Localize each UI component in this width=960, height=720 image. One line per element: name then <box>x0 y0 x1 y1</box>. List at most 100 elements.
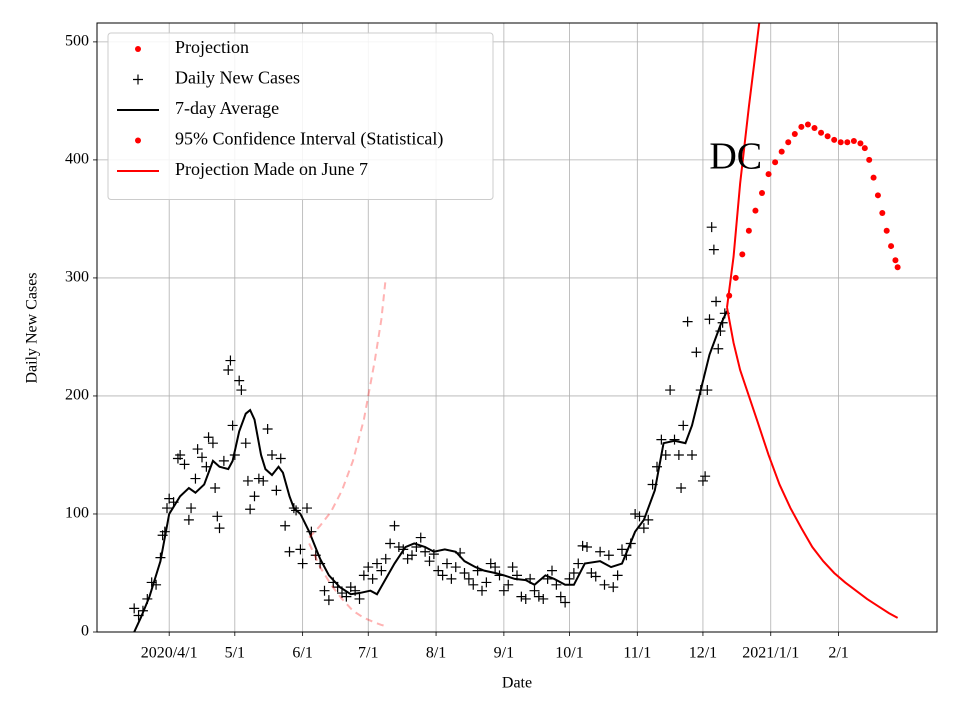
case-point <box>603 550 614 561</box>
y-tick-label: 500 <box>65 33 89 50</box>
case-point <box>214 523 225 534</box>
case-point <box>218 455 229 466</box>
case-point <box>192 444 203 455</box>
case-point <box>297 558 308 569</box>
case-point <box>223 364 234 375</box>
x-tick-label: 10/1 <box>555 645 583 662</box>
case-point <box>547 565 557 576</box>
case-point <box>341 591 352 602</box>
x-tick-label: 2020/4/1 <box>141 645 198 662</box>
case-point <box>652 461 662 472</box>
case-point <box>302 503 312 514</box>
x-tick-label: 9/1 <box>494 645 514 662</box>
case-point <box>704 314 715 325</box>
case-point <box>275 453 286 464</box>
projection-point <box>811 125 818 132</box>
case-point <box>520 593 531 604</box>
case-point <box>551 579 562 590</box>
case-point <box>599 579 610 590</box>
projection-point <box>824 133 831 140</box>
case-point <box>242 475 253 486</box>
case-point <box>380 553 391 564</box>
case-point <box>507 562 518 573</box>
case-point <box>533 591 544 602</box>
projection-point <box>866 156 873 163</box>
projection-point <box>772 159 779 166</box>
case-point <box>280 520 291 531</box>
projection-point <box>883 227 890 234</box>
case-point <box>595 546 606 557</box>
case-point <box>319 585 330 596</box>
projection-point <box>739 251 746 258</box>
case-point <box>271 485 282 496</box>
case-point <box>630 508 641 519</box>
case-point <box>424 556 435 567</box>
case-point <box>638 523 649 534</box>
y-tick-label: 300 <box>65 269 89 286</box>
projection-point <box>791 130 798 137</box>
legend-label: 7-day Average <box>175 98 279 118</box>
projection-point <box>798 123 805 130</box>
case-point <box>367 573 378 584</box>
projection-point <box>785 139 792 146</box>
legend-label: Daily New Cases <box>175 68 300 88</box>
projection-point <box>778 148 785 155</box>
case-point <box>564 573 575 584</box>
projection-point <box>759 189 765 196</box>
case-point <box>538 593 549 604</box>
case-point <box>708 244 719 255</box>
projection-point <box>752 207 759 214</box>
case-point <box>354 593 365 604</box>
case-point <box>678 420 689 431</box>
case-point <box>203 432 214 443</box>
case-point <box>463 573 474 584</box>
x-axis-label: Date <box>502 675 532 692</box>
case-point <box>240 438 251 449</box>
case-point <box>175 449 186 460</box>
case-point <box>577 540 588 551</box>
case-point <box>490 562 501 573</box>
x-tick-label: 12/1 <box>689 645 717 662</box>
case-point <box>697 475 708 486</box>
case-point <box>385 538 396 549</box>
case-point <box>197 452 207 463</box>
case-point <box>295 544 306 555</box>
case-point <box>389 520 400 531</box>
case-point <box>284 546 295 557</box>
case-point <box>234 375 245 386</box>
case-point <box>617 544 627 555</box>
x-tick-label: 2/1 <box>828 645 848 662</box>
case-point <box>358 570 369 581</box>
case-point <box>207 438 218 449</box>
line-lower <box>308 543 387 628</box>
projection-point <box>894 264 901 271</box>
case-point <box>573 558 584 569</box>
case-point <box>162 503 172 514</box>
case-point <box>529 585 540 596</box>
projection-point <box>861 145 868 152</box>
legend-marker <box>135 46 141 52</box>
legend-box <box>107 32 494 200</box>
case-point <box>608 582 619 593</box>
annotation: DC <box>709 136 762 178</box>
ticks: 0 100 200 300 400 500 2020/4/1 5/1 6/1 7/1 8/1 9/1 1… <box>65 33 849 662</box>
line-lower <box>726 307 899 619</box>
axes-frame <box>96 22 938 633</box>
case-point <box>582 542 592 553</box>
y-tick-label: 200 <box>65 387 89 404</box>
projection-point <box>818 129 825 136</box>
case-point <box>372 558 382 569</box>
case-point <box>669 434 680 445</box>
line-values <box>133 310 728 632</box>
case-point <box>612 570 623 581</box>
case-point <box>702 385 713 396</box>
case-point <box>665 385 676 396</box>
case-point <box>415 532 426 543</box>
x-tick-label: 2021/1/1 <box>742 645 799 662</box>
case-point <box>687 449 697 460</box>
case-point <box>236 385 247 396</box>
projection-point <box>837 139 844 146</box>
case-point <box>660 449 671 460</box>
case-point <box>442 558 452 569</box>
y-axis-label: Daily New Cases <box>24 272 41 383</box>
